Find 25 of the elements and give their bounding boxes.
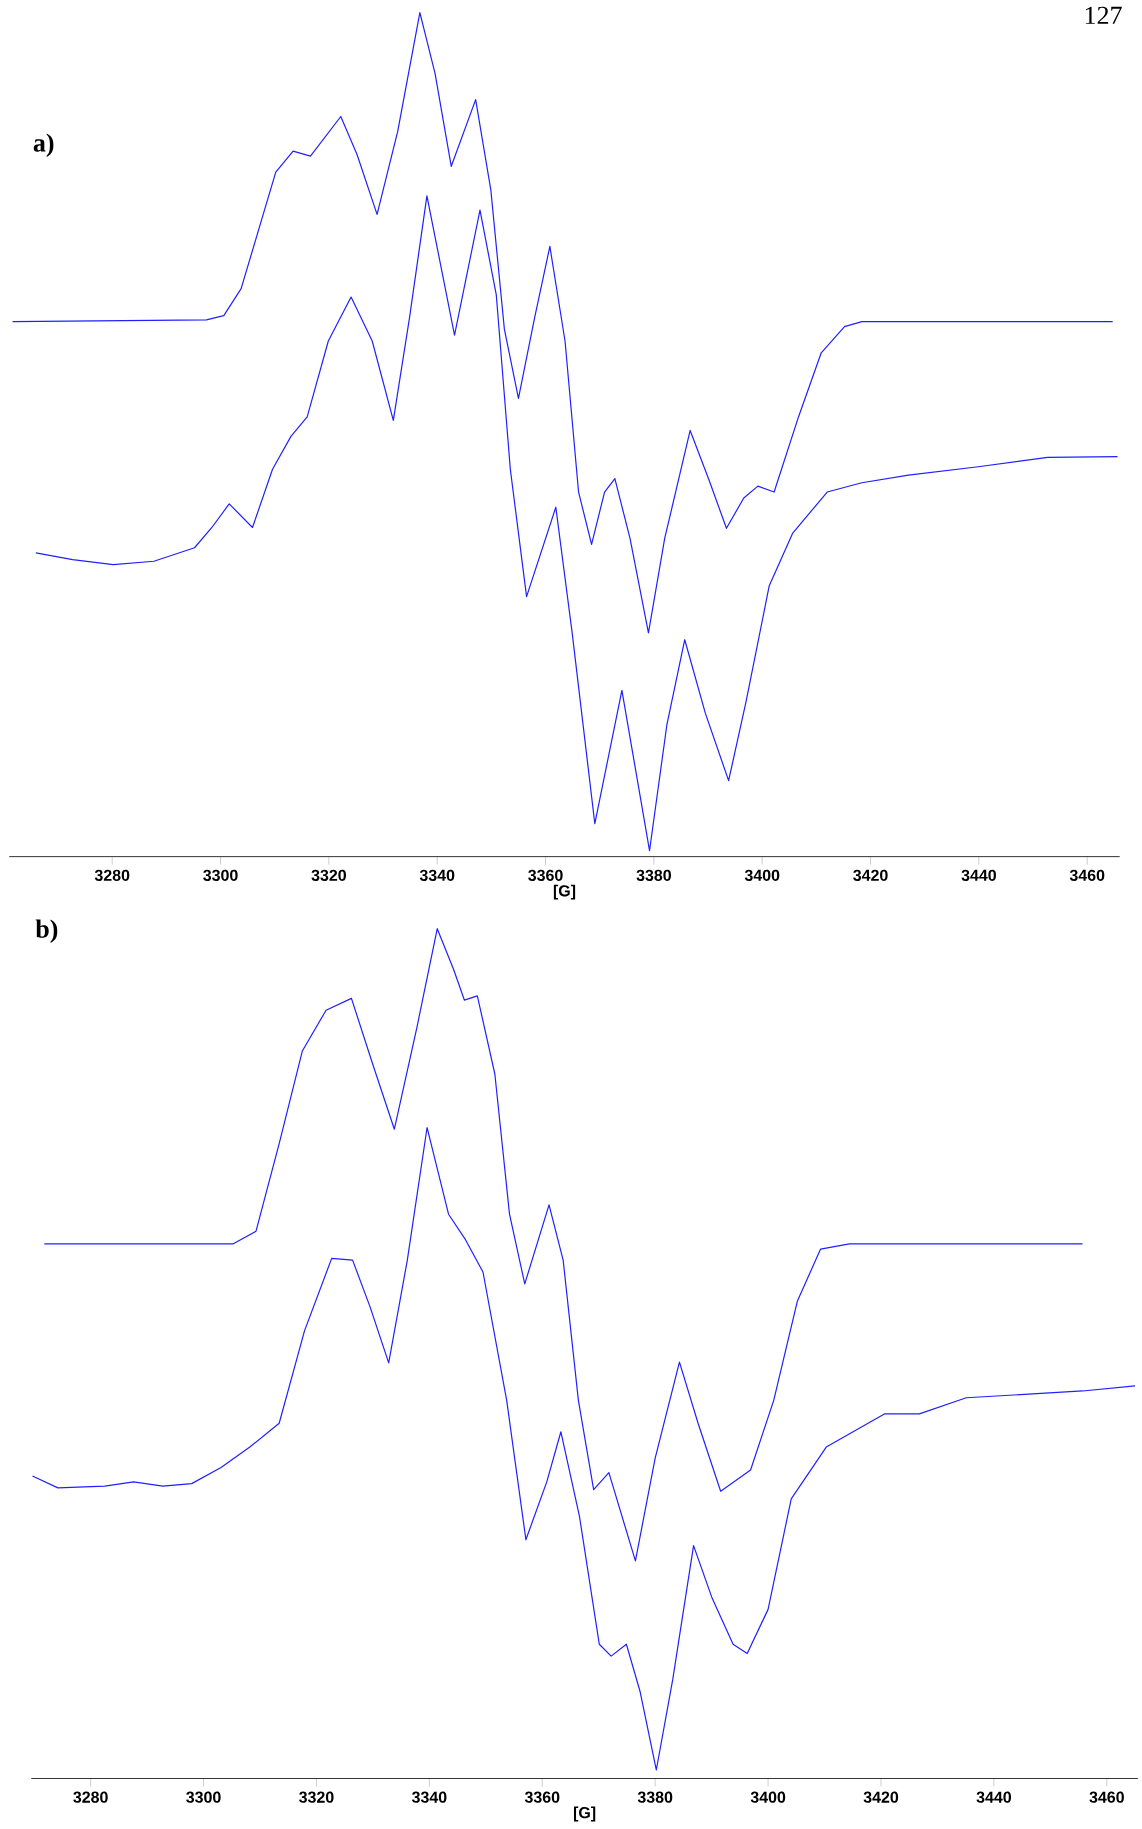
x-tick-label: 3460 [1089,1791,1124,1803]
x-tick-label: 3280 [94,869,130,881]
x-tick-label: 3400 [750,1791,786,1803]
x-tick-label: 3380 [637,1791,673,1803]
text: a) [33,133,54,157]
x-tick-label: 3440 [961,869,997,881]
x-tick-label: 3420 [863,1791,899,1803]
x-tick-label: 3280 [73,1791,108,1803]
annotation: 127 [1085,6,1122,24]
x-tick-label: 3440 [976,1791,1012,1803]
chart-title: b) [35,919,58,943]
x-tick-label: 3420 [853,869,888,881]
x-axis-title: [G] [553,884,576,900]
x-tick-label: 3360 [524,1791,560,1803]
x-tick-label: 3300 [186,1791,221,1803]
x-tick-label: 3320 [311,869,347,881]
x-tick-label: 3340 [419,869,455,881]
x-tick-label: 3300 [203,869,238,881]
x-tick-label: 3460 [1069,869,1105,881]
x-tick-label: 3340 [412,1791,447,1803]
x-tick-label: 3320 [299,1791,334,1803]
x-tick-label: 3380 [636,869,672,881]
x-tick-label: 3400 [744,869,780,881]
x-tick-label: 3360 [528,869,563,881]
x-axis-title: [G] [574,1806,596,1822]
